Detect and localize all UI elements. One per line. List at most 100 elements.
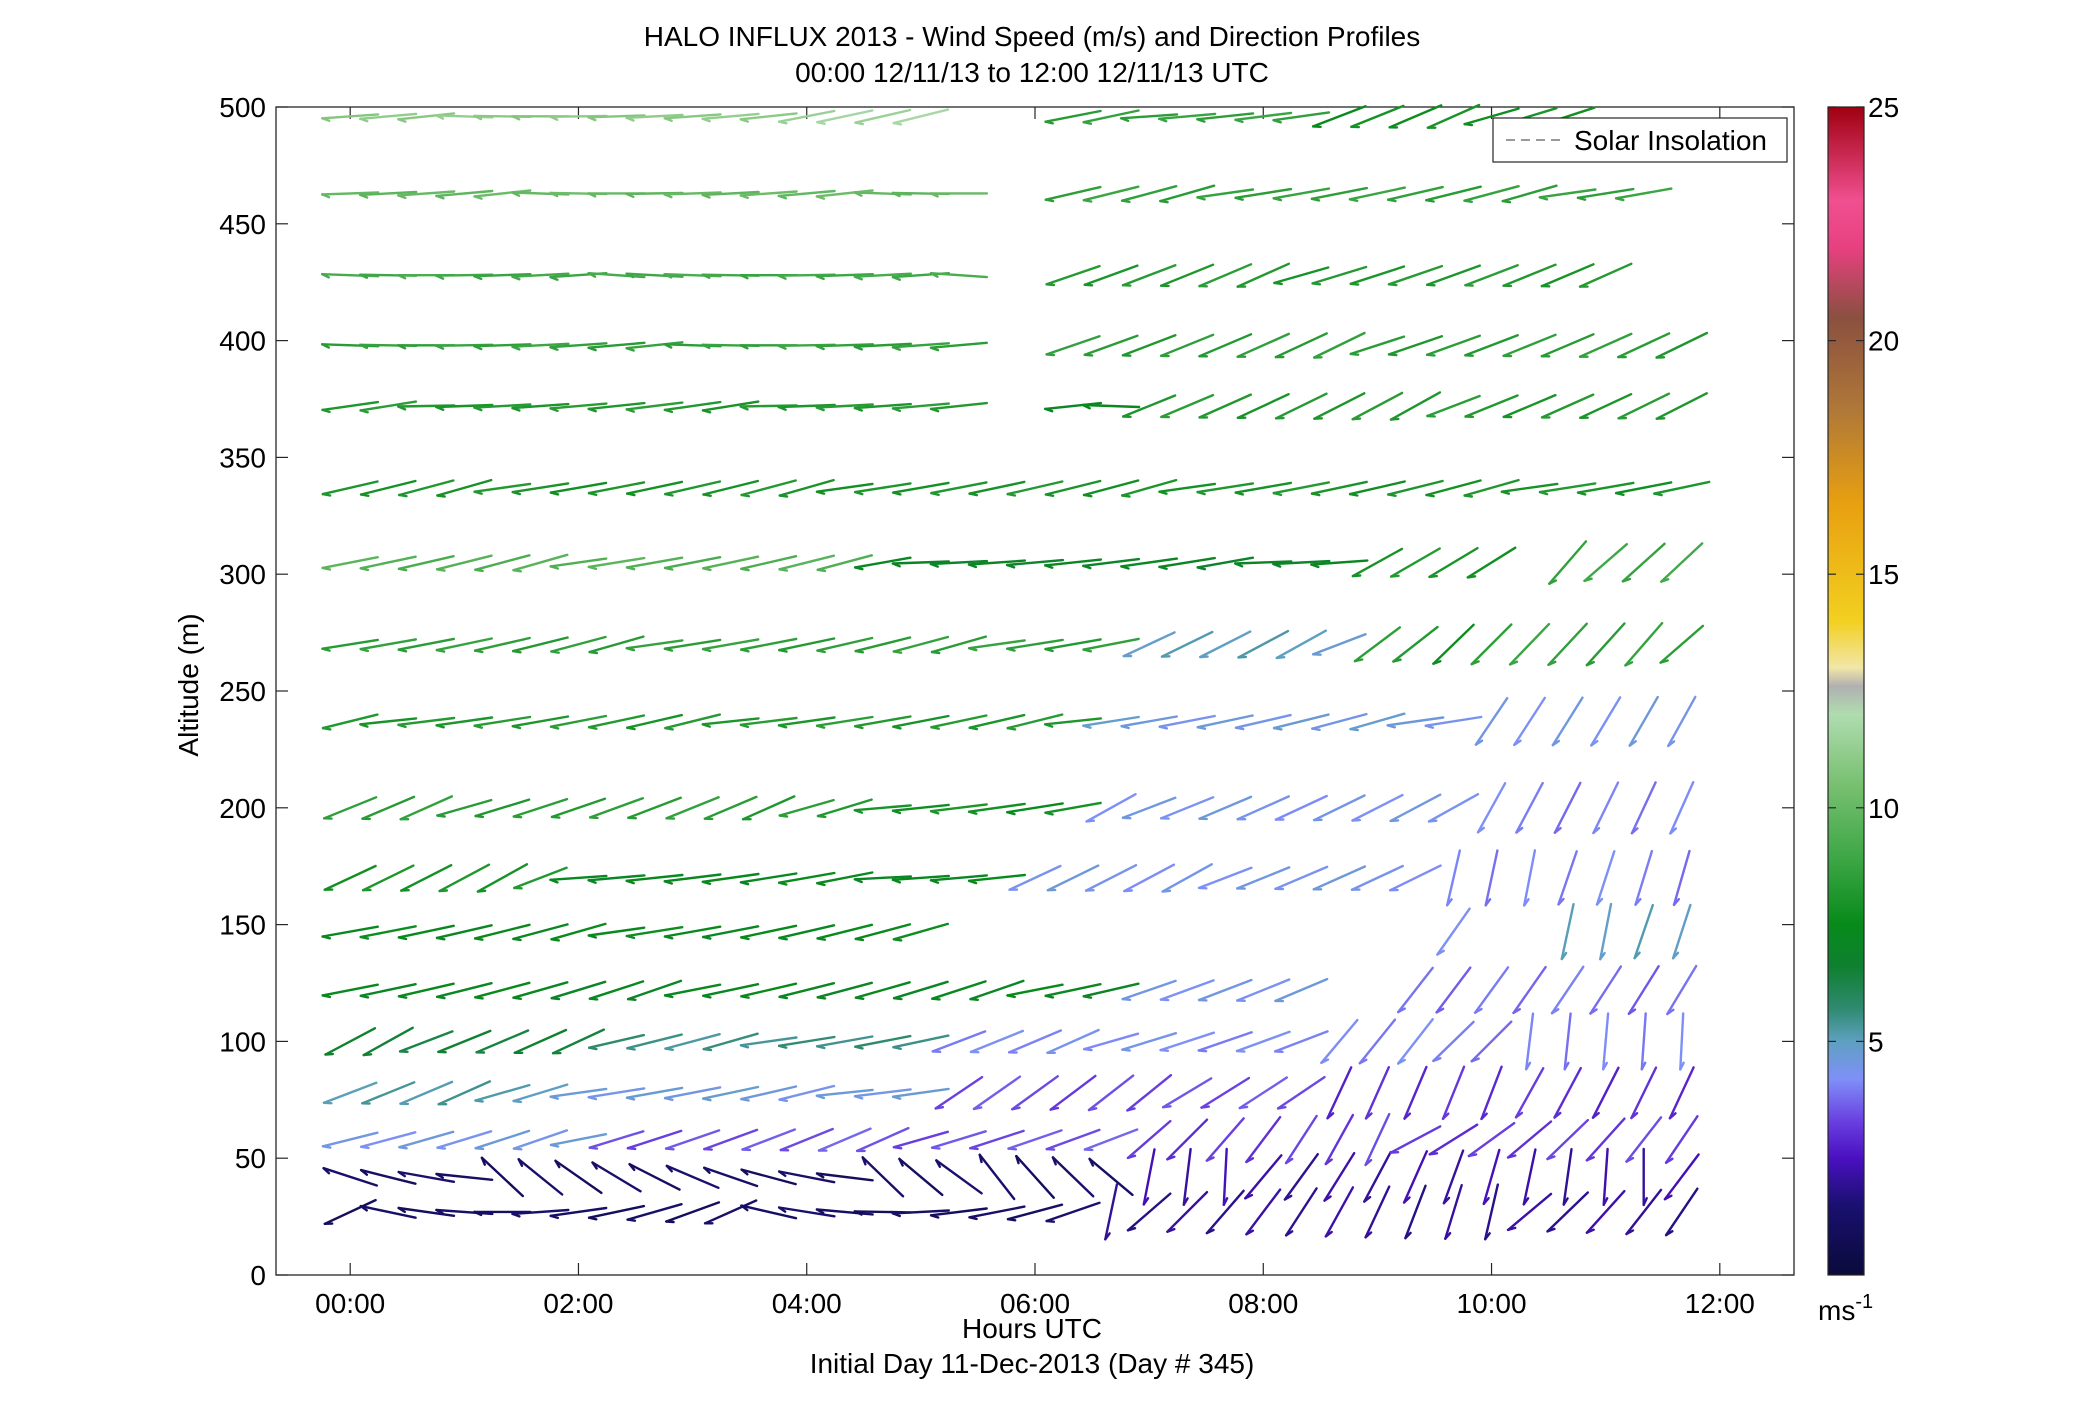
wind-barb-tick [664, 492, 674, 497]
wind-barb-tick [591, 1161, 598, 1170]
wind-barb [1512, 965, 1547, 1015]
wind-barb-shaft [853, 342, 912, 348]
wind-barb-tick [1234, 491, 1245, 496]
wind-barb [550, 797, 607, 819]
wind-barb [1324, 1186, 1355, 1238]
wind-barb [1578, 332, 1633, 358]
wind-barb [1083, 1128, 1139, 1152]
wind-barb-shaft [778, 924, 836, 940]
wind-barb [1082, 637, 1140, 653]
wind-barb-tick [473, 406, 483, 412]
wind-barb [1562, 1147, 1573, 1206]
wind-barb-tick [778, 995, 788, 1000]
wind-barb-shaft [1425, 264, 1482, 286]
wind-barb-tick [1006, 994, 1016, 999]
y-tick-label: 50 [235, 1143, 266, 1174]
wind-barb-tick [359, 193, 369, 199]
wind-barb-shaft [853, 875, 912, 881]
wind-barb-shaft [664, 1129, 721, 1150]
wind-barb-tick [1123, 889, 1134, 893]
wind-barb-tick [892, 725, 902, 730]
wind-barb-tick [1196, 118, 1206, 123]
wind-barb-tick [816, 996, 827, 1000]
wind-barb-tick [1182, 1197, 1189, 1206]
wind-barb-shaft [1578, 262, 1633, 288]
wind-barb-shaft [1483, 1183, 1500, 1241]
x-tick-label: 04:00 [772, 1288, 842, 1319]
wind-barb-tick [1425, 198, 1435, 203]
wind-barb [1427, 793, 1480, 823]
wind-barb-tick [1044, 493, 1055, 497]
wind-barb-shaft [1614, 187, 1673, 200]
wind-barb [1006, 983, 1064, 999]
wind-barb [1235, 1030, 1291, 1053]
wind-barb-shaft [779, 1127, 834, 1152]
wind-barb-shaft [512, 636, 569, 653]
wind-barb [740, 1085, 798, 1102]
wind-barb-shaft [1634, 849, 1654, 906]
wind-barb-shaft [625, 341, 684, 350]
wind-barb-tick [1671, 951, 1680, 960]
wind-barb-shaft [1627, 965, 1660, 1015]
wind-barb-shaft [626, 979, 683, 1001]
wind-barb-tick [739, 344, 749, 350]
wind-barb-shaft [1522, 1148, 1537, 1206]
wind-barb-shaft [1592, 781, 1620, 835]
wind-barb [473, 403, 532, 412]
wind-barb [1197, 1031, 1253, 1053]
wind-barb-shaft [359, 400, 418, 412]
wind-barb-tick [978, 1153, 983, 1164]
wind-barb-tick [474, 568, 484, 573]
wind-barb-tick [968, 1216, 978, 1221]
wind-barb-shaft [930, 635, 987, 654]
wind-barb-shaft [361, 864, 415, 892]
wind-barb-tick [1386, 724, 1397, 729]
wind-barb-shaft [1666, 964, 1698, 1016]
wind-barb [1664, 1115, 1699, 1164]
wind-barb [778, 982, 836, 1000]
wind-barb-shaft [1008, 864, 1062, 891]
wind-barb-tick [1043, 407, 1054, 413]
wind-barb-tick [436, 494, 446, 498]
wind-barb-tick [1666, 1008, 1675, 1016]
wind-barb-shaft [473, 636, 531, 652]
wind-barb-tick [1320, 1058, 1330, 1065]
wind-barb-tick [321, 408, 331, 414]
wind-barb [550, 635, 607, 654]
wind-barb-tick [549, 191, 559, 198]
wind-barb-shaft [929, 874, 988, 882]
wind-barb [1158, 112, 1217, 123]
wind-barb-shaft [778, 109, 836, 123]
wind-barb-shaft [473, 715, 532, 727]
wind-barb [929, 1207, 988, 1219]
wind-barb [740, 1204, 798, 1220]
wind-barb [892, 922, 949, 942]
wind-barb-shaft [1660, 542, 1704, 583]
wind-barb-shaft [665, 1164, 720, 1190]
wind-barb-shaft [1158, 714, 1216, 728]
wind-barb [626, 979, 683, 1001]
wind-barb [663, 1086, 722, 1102]
wind-barb-shaft [816, 109, 874, 124]
wind-barb [816, 871, 874, 887]
wind-barb [854, 1034, 912, 1050]
wind-barb [476, 863, 529, 893]
wind-barb-tick [1402, 1196, 1411, 1204]
wind-barb [815, 715, 874, 729]
wind-barb-shaft [321, 713, 379, 730]
wind-barb-shaft [663, 400, 722, 412]
wind-barb [1576, 187, 1635, 201]
wind-barb [1237, 629, 1290, 659]
wind-barb-tick [701, 193, 711, 199]
wind-barb-shaft [474, 981, 531, 999]
wind-barb-shaft [511, 272, 570, 278]
wind-barb-shaft [701, 717, 760, 726]
wind-barb-tick [815, 1172, 825, 1179]
wind-barb-tick [739, 1044, 750, 1049]
wind-barb [1159, 1031, 1216, 1053]
wind-barb-shaft [1237, 629, 1290, 659]
wind-barb-shaft [1196, 714, 1254, 729]
wind-barb [1679, 1012, 1685, 1071]
wind-barb [359, 983, 417, 999]
wind-barb-tick [1324, 1230, 1333, 1238]
